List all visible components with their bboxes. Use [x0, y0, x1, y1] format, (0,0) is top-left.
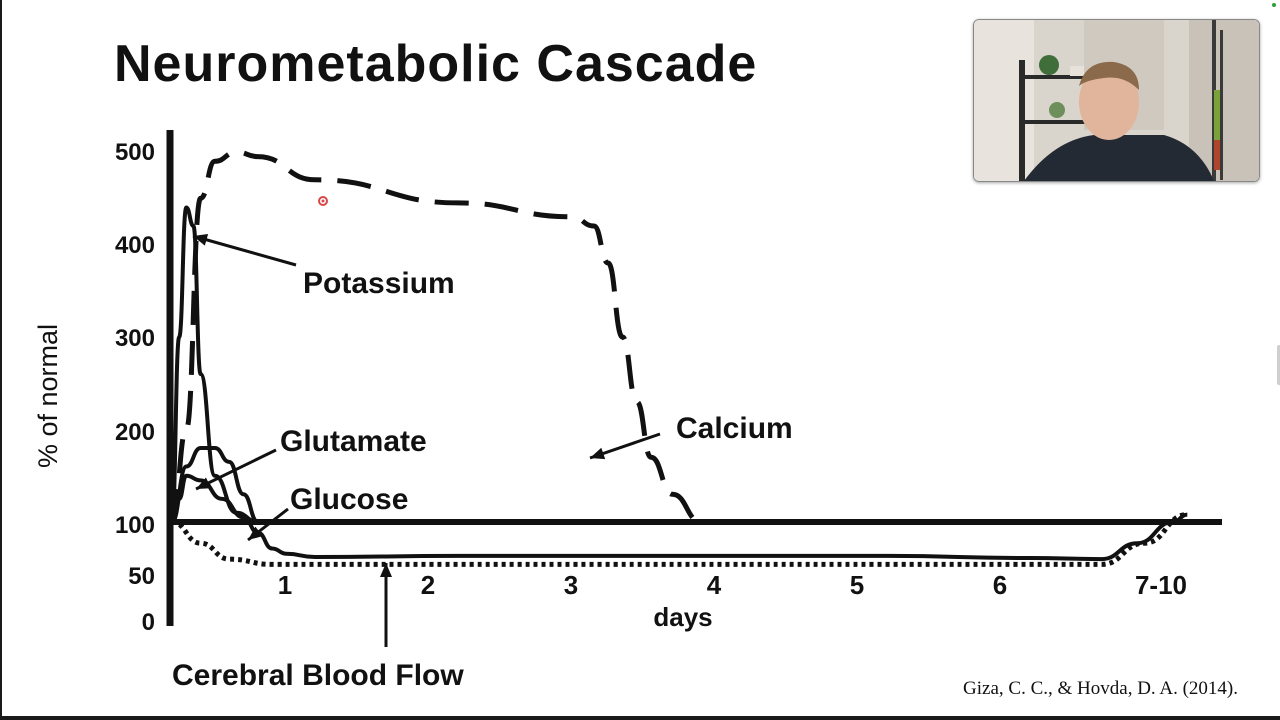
y-tick-label-100: 100: [115, 512, 155, 539]
arrow-line-glutamate: [195, 448, 277, 491]
label-glutamate: Glutamate: [280, 425, 427, 458]
arrow-head-calcium: [590, 447, 606, 460]
x-tick-label-7-10: 7-10: [1135, 570, 1187, 600]
arrow-head-glutamate: [196, 477, 212, 489]
webcam-video-overlay[interactable]: [973, 19, 1260, 182]
label-cerebral-blood-flow: Cerebral Blood Flow: [172, 659, 464, 692]
pointer-dot-center-icon: [321, 199, 325, 203]
y-tick-label-500: 500: [115, 139, 155, 166]
y-tick-label-200: 200: [115, 419, 155, 446]
chart-annotations: Potassium Calcium Glutamate Glucose Cerebral…: [172, 196, 793, 692]
y-tick-label-0: 0: [142, 609, 155, 636]
x-axis-label: days: [653, 602, 712, 632]
y-axis-label: % of normal: [33, 324, 63, 468]
label-calcium: Calcium: [676, 412, 793, 445]
webcam-feed-image: [974, 20, 1259, 181]
label-glucose: Glucose: [290, 483, 408, 516]
series-line-calcium: [169, 149, 702, 525]
y-tick-label-400: 400: [115, 232, 155, 259]
y-tick-label-50: 50: [128, 563, 155, 590]
x-tick-label-5: 5: [850, 570, 864, 600]
x-tick-label-1: 1: [278, 570, 292, 600]
x-tick-label-3: 3: [564, 570, 578, 600]
series-line-glutamate: [170, 446, 259, 524]
x-tick-label-2: 2: [421, 570, 435, 600]
slide-left-edge: [0, 0, 2, 720]
slide-title: Neurometabolic Cascade: [114, 35, 758, 93]
arrow-line-potassium: [192, 234, 297, 267]
arrow-head-cerebral-blood-flow: [380, 563, 392, 577]
x-tick-label-4: 4: [707, 570, 722, 600]
y-tick-label-300: 300: [115, 325, 155, 352]
arrow-head-potassium: [193, 234, 209, 246]
screen-edge-tab[interactable]: [1277, 345, 1280, 385]
slide-bottom-edge: [0, 716, 1280, 720]
citation: Giza, C. C., & Hovda, D. A. (2014).: [963, 678, 1238, 699]
arrow-head-glucose: [248, 526, 263, 540]
pointer-dot-icon: [318, 196, 328, 206]
recording-status-dot: [1272, 3, 1276, 7]
x-tick-label-6: 6: [993, 570, 1007, 600]
label-potassium: Potassium: [303, 267, 455, 300]
